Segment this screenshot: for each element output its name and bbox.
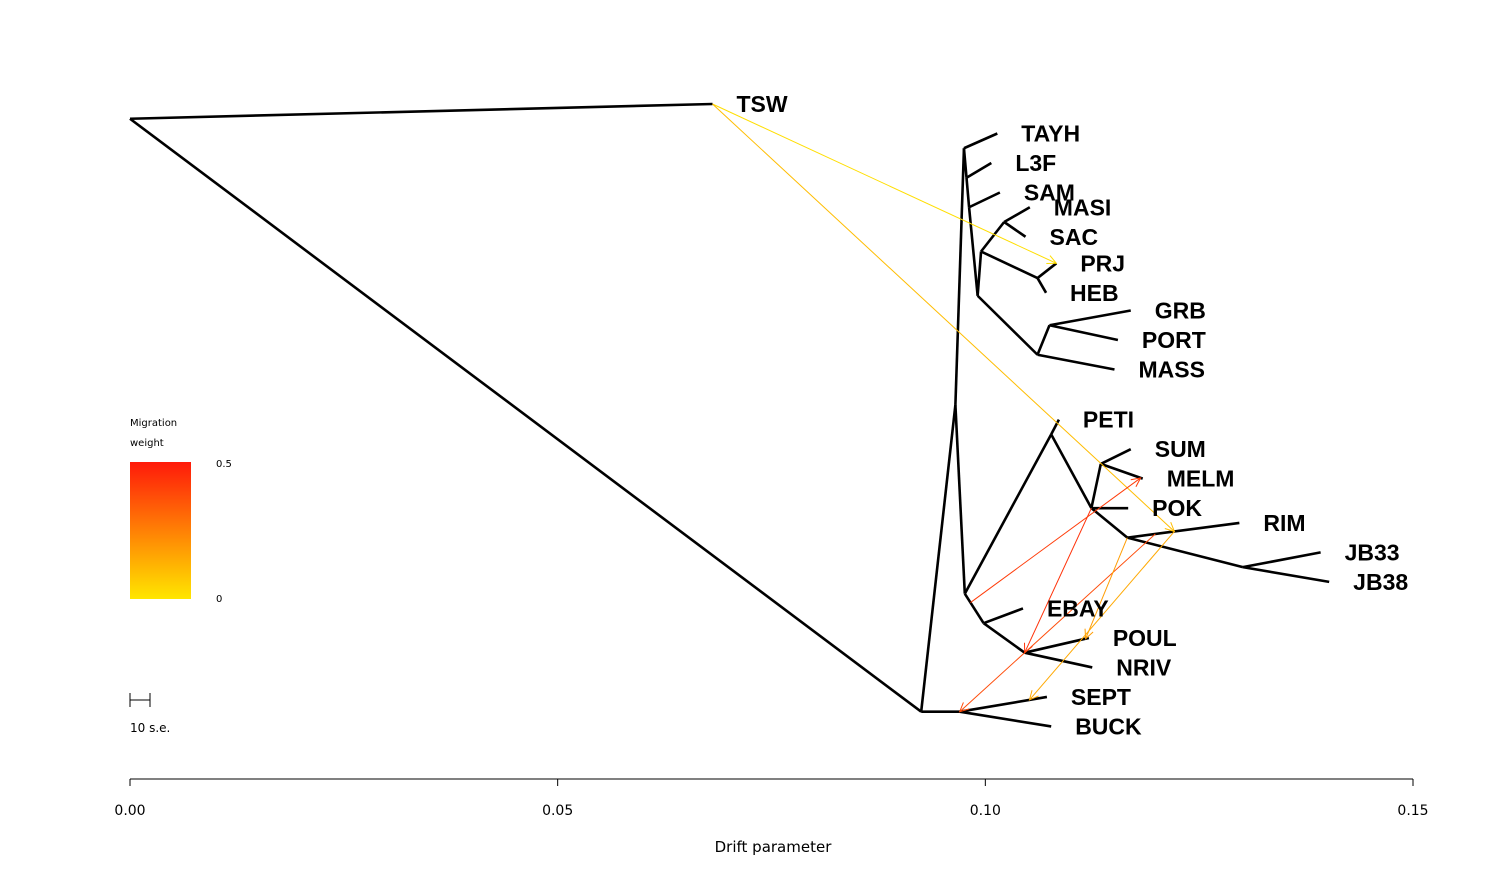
tip-label-sac: SAC [1050,224,1099,250]
branch-root-n1 [129,117,922,713]
branch-n17-JB38 [1242,565,1330,584]
branch-n11-PORT [1049,323,1119,342]
branch-n13-PETI [1050,419,1061,436]
tip-label-tsw: TSW [736,91,787,117]
tip-label-buck: BUCK [1075,713,1142,739]
tip-label-prj: PRJ [1080,250,1125,276]
x-tick-label: 0.00 [114,803,145,819]
tip-label-grb: GRB [1155,298,1206,324]
tip-label-tayh: TAYH [1021,121,1080,147]
tip-label-sum: SUM [1155,436,1206,462]
branch-n12-n18 [963,593,985,624]
tip-label-masi: MASI [1054,194,1112,220]
branch-n5-SAM [968,191,1001,209]
branch-n14-n15 [1090,463,1103,509]
branch-n1-n2 [919,404,957,712]
legend-max-label: 0.5 [216,459,232,470]
tip-label-pok: POK [1152,495,1202,521]
tip-label-jb33: JB33 [1345,539,1400,565]
branch-n8-MASI [1003,206,1031,224]
branch-n18-n19 [982,622,1026,654]
migration-arrow-3 [970,477,1142,603]
branch-n17-JB33 [1242,551,1321,569]
branch-n10-n11 [1036,324,1051,356]
branch-n13-n14 [1050,433,1093,509]
branch-n2-n3 [954,148,966,405]
branch-n2-n12 [954,404,967,594]
tip-label-poul: POUL [1113,625,1177,651]
legend-title-line2: weight [130,438,164,449]
tip-label-rim: RIM [1263,510,1305,536]
branch-n7-n9 [980,250,1039,280]
legend-min-label: 0 [216,594,222,605]
tip-label-mass: MASS [1138,357,1204,383]
branch-n16-RIM [1127,521,1240,539]
branch-n18-EBAY [983,607,1024,625]
branch-n3-n4 [962,148,968,178]
branch-n4-n5 [965,177,971,208]
branch-n7-n8 [980,221,1006,253]
branch-n20-SEPT [959,695,1048,713]
tip-label-port: PORT [1142,327,1206,353]
migration-arrows [712,103,1176,713]
branch-n11-GRB [1049,309,1131,327]
migration-arrow-1 [712,103,1058,264]
branch-n9-HEB [1036,277,1048,294]
migration-arrow-2 [712,103,1176,533]
x-tick-label: 0.10 [970,803,1001,819]
migration-arrow-5 [958,533,1156,713]
branch-n14-n16 [1090,507,1129,539]
branch-n5-n6 [967,207,979,296]
branch-n19-POUL [1024,636,1090,654]
branch-n4-L3F [965,161,992,179]
migration-legend: Migration weight 0.5 0 [130,418,232,605]
branch-n8-SAC [1003,220,1027,238]
scale-bar-label: 10 s.e. [130,721,170,735]
branch-n12-n13 [963,433,1053,595]
branch-n3-TAYH [963,132,998,150]
branch-n9-PRJ [1036,262,1058,280]
branch-n16-n17 [1126,536,1244,569]
tip-label-sept: SEPT [1071,684,1131,710]
tip-label-peti: PETI [1083,407,1134,433]
branch-n6-n10 [976,294,1039,356]
scale-bar: 10 s.e. [129,693,170,735]
x-axis: 0.00 0.05 0.10 0.15 Drift parameter [114,778,1429,856]
tip-label-jb38: JB38 [1353,569,1408,595]
tip-label-heb: HEB [1070,280,1119,306]
tip-label-l3f: L3F [1015,150,1056,176]
branch-n15-MELM [1100,462,1144,480]
migration-arrow-4 [1024,507,1092,654]
branch-n19-NRIV [1024,651,1093,669]
branch-root-TSW [129,102,713,121]
x-tick-label: 0.15 [1397,803,1428,819]
tree-branches [129,102,1330,728]
tip-label-nriv: NRIV [1116,654,1172,680]
branch-n10-MASS [1037,353,1115,371]
tip-label-melm: MELM [1167,466,1235,492]
tip-label-sam: SAM [1024,180,1075,206]
x-axis-title: Drift parameter [715,838,833,856]
legend-color-bar [130,462,191,599]
tip-label-ebay: EBAY [1047,595,1109,621]
x-tick-label: 0.05 [542,803,573,819]
x-axis-ticks: 0.00 0.05 0.10 0.15 [114,779,1429,819]
migration-arrow-6 [1084,537,1128,640]
branch-n6-n7 [976,251,983,296]
branch-n20-BUCK [959,710,1052,728]
branch-n15-SUM [1100,447,1132,466]
legend-title-line1: Migration [130,418,177,429]
migration-arrow-7 [1028,531,1175,701]
